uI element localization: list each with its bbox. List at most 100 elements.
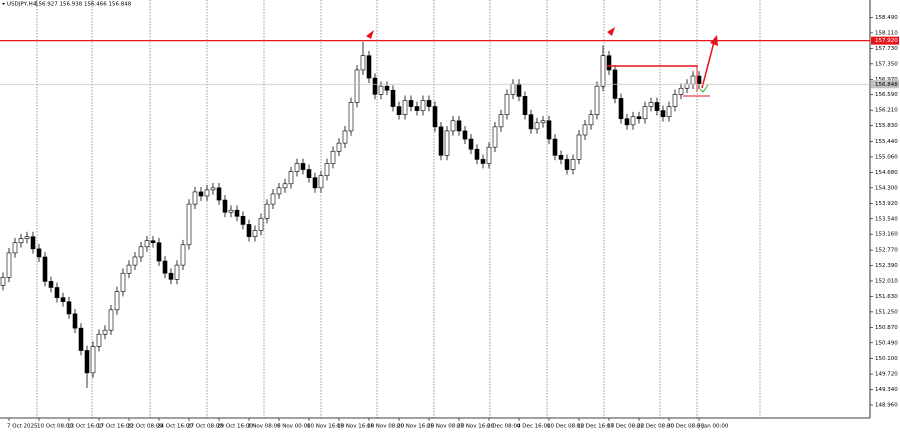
candle-body — [474, 148, 480, 160]
candle-body — [156, 242, 162, 262]
y-tick-label: 157.730 — [875, 46, 898, 52]
candle-body — [282, 183, 288, 189]
candle-body — [402, 100, 408, 115]
candle-body — [360, 55, 366, 71]
candle-body — [546, 120, 552, 140]
candle-body — [372, 77, 378, 95]
candle-body — [54, 287, 60, 298]
candle-body — [138, 246, 144, 258]
candle-body — [438, 126, 444, 156]
candle-body — [330, 150, 336, 164]
candle-body — [48, 281, 54, 288]
y-tick-label: 153.160 — [875, 232, 898, 238]
candle-body — [684, 83, 690, 89]
candle-body — [24, 236, 30, 239]
candle-body — [114, 291, 120, 311]
x-tick-label: 10 Nov 16:00 — [307, 424, 345, 430]
y-tick-label: 154.300 — [875, 185, 898, 191]
candle-body — [102, 329, 108, 335]
candle-body — [420, 100, 426, 111]
x-tick-label: 2 Dec 08:00 — [487, 424, 521, 430]
candle-body — [426, 100, 432, 107]
candle-body — [528, 114, 534, 130]
candle-body — [222, 199, 228, 213]
candle-body — [642, 106, 648, 120]
x-tick-label: 22 Dec 08:00 — [637, 424, 674, 430]
candle-body — [150, 240, 156, 244]
candle-body — [690, 75, 696, 85]
price-level-tag — [871, 36, 899, 45]
candle-body — [696, 75, 702, 85]
candle-body — [204, 189, 210, 197]
candle-body — [408, 100, 414, 107]
x-tick-label: 29 Oct 16:00 — [217, 424, 253, 430]
y-tick-label: 156.590 — [875, 92, 898, 98]
x-tick-label: 6 Nov 00:00 — [277, 424, 311, 430]
x-tick-label: 13 Nov 16:00 — [337, 424, 375, 430]
candle-body — [144, 240, 150, 248]
candle-body — [72, 313, 78, 329]
candle-body — [18, 238, 24, 244]
y-tick-label: 155.440 — [875, 139, 898, 145]
candle-body — [462, 130, 468, 140]
symbol-icon — [2, 3, 5, 5]
x-tick-label: 10 Oct 08:00 — [37, 424, 73, 430]
candle-body — [258, 218, 264, 231]
y-tick-label: 157.350 — [875, 61, 898, 67]
x-tick-label: 27 Oct 08:00 — [187, 424, 223, 430]
candle-body — [552, 138, 558, 156]
candle-body — [96, 333, 102, 347]
ohlc-readout: 156.927 156.938 156.466 156.848 — [35, 2, 132, 8]
candle-body — [126, 264, 132, 274]
candle-body — [210, 187, 216, 191]
candle-body — [318, 175, 324, 189]
x-tick-label: 7 Oct 2025 — [7, 424, 38, 430]
x-tick-label: 24 Oct 16:00 — [157, 424, 193, 430]
y-tick-label: 149.340 — [875, 387, 898, 393]
candle-body — [558, 155, 564, 160]
candle-body — [174, 264, 180, 280]
x-tick-label: 17 Dec 08:00 — [607, 424, 644, 430]
candle-body — [378, 85, 384, 95]
price-level-tag — [871, 80, 899, 89]
candle-body — [414, 106, 420, 111]
y-tick-label: 151.630 — [875, 294, 898, 300]
forecast-arrow — [701, 41, 715, 89]
candle-body — [666, 106, 672, 117]
candle-body — [354, 69, 360, 103]
candle-body — [510, 83, 516, 95]
candle-body — [384, 85, 390, 91]
candle-body — [246, 224, 252, 237]
y-tick-label: 154.680 — [875, 170, 898, 176]
candle-body — [672, 94, 678, 107]
candle-body — [78, 327, 84, 351]
candle-body — [180, 244, 186, 266]
x-tick-label: 25 Nov 08:00 — [427, 424, 465, 430]
candle-body — [30, 236, 36, 250]
check-mark — [699, 84, 709, 93]
candle-body — [234, 209, 240, 217]
y-tick-label: 155.830 — [875, 123, 898, 129]
candle-body — [534, 122, 540, 130]
candle-body — [288, 171, 294, 185]
y-tick-label: 158.110 — [875, 30, 898, 36]
x-tick-label: 13 Oct 16:00 — [67, 424, 103, 430]
candle-body — [654, 102, 660, 111]
candle-body — [648, 102, 654, 107]
candle-body — [492, 126, 498, 148]
candle-body — [162, 260, 168, 274]
x-tick-label: 27 Nov 16:00 — [457, 424, 495, 430]
y-tick-label: 153.920 — [875, 201, 898, 207]
candle-body — [450, 120, 456, 132]
x-tick-label: 12 Dec 16:00 — [577, 424, 614, 430]
price-level-label: 157.920 — [875, 38, 898, 44]
y-tick-label: 156.970 — [875, 77, 898, 83]
candle-body — [564, 159, 570, 170]
candle-body — [192, 191, 198, 205]
y-tick-label: 149.720 — [875, 372, 898, 378]
candle-body — [582, 124, 588, 136]
candle-body — [42, 256, 48, 282]
candle-body — [108, 309, 114, 331]
